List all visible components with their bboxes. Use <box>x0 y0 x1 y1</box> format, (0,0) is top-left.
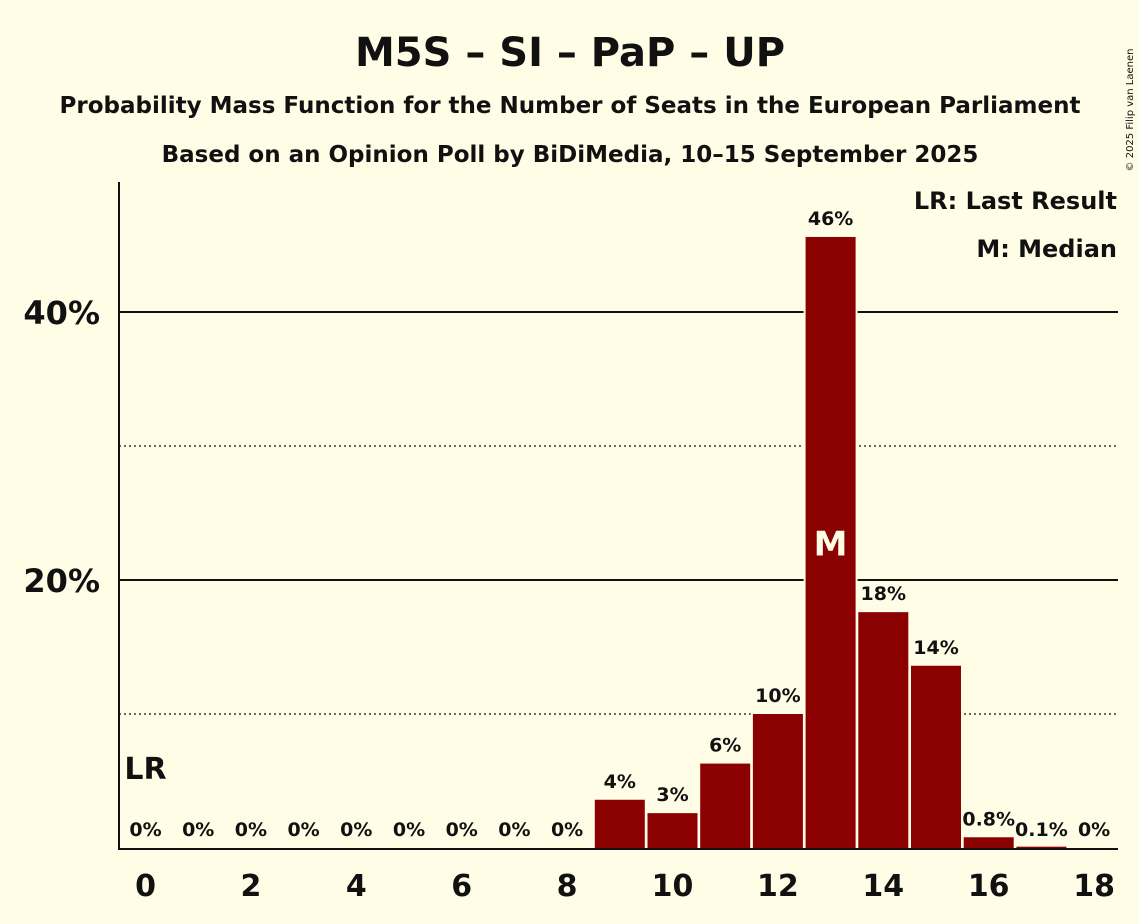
data-label-8: 0% <box>551 819 583 841</box>
gridlines <box>119 311 1118 715</box>
x-tick-label-12: 12 <box>757 869 799 904</box>
x-tick-label-14: 14 <box>862 869 904 904</box>
bar-14 <box>858 612 909 848</box>
chart-subtitle-source: Based on an Opinion Poll by BiDiMedia, 1… <box>162 142 979 168</box>
data-label-7: 0% <box>498 819 530 841</box>
x-tick-label-16: 16 <box>968 869 1010 904</box>
bar-13 <box>805 236 856 848</box>
x-tick-label-10: 10 <box>652 869 694 904</box>
y-tick-label-1: 40% <box>23 294 100 332</box>
median-marker: M <box>814 524 848 564</box>
data-label-12: 10% <box>755 685 800 707</box>
bar-15 <box>911 665 961 848</box>
x-tick-label-8: 8 <box>557 869 578 904</box>
data-label-13: 46% <box>808 208 853 230</box>
data-label-11: 6% <box>709 735 741 757</box>
last-result-marker: LR <box>124 752 166 787</box>
data-label-9: 4% <box>604 771 636 793</box>
x-tick-label-0: 0 <box>135 869 156 904</box>
y-axis-ticks: 20% 40% <box>23 294 100 600</box>
y-tick-label-0: 20% <box>23 562 100 600</box>
bars <box>592 234 1069 848</box>
data-label-6: 0% <box>446 819 478 841</box>
data-label-4: 0% <box>340 819 372 841</box>
data-label-1: 0% <box>182 819 214 841</box>
data-label-5: 0% <box>393 819 425 841</box>
data-label-10: 3% <box>656 784 688 806</box>
data-label-15: 14% <box>913 637 958 659</box>
bar-10 <box>647 813 698 848</box>
x-axis-ticks: 0 2 4 6 8 10 12 14 16 18 <box>135 869 1115 904</box>
data-label-14: 18% <box>861 583 906 605</box>
x-tick-label-6: 6 <box>451 869 472 904</box>
bar-9 <box>594 799 645 848</box>
data-label-0: 0% <box>129 819 161 841</box>
x-tick-label-4: 4 <box>346 869 367 904</box>
bar-16 <box>963 837 1014 848</box>
data-label-2: 0% <box>235 819 267 841</box>
bar-11 <box>700 763 751 848</box>
data-labels: 0% 0% 0% 0% 0% 0% 0% 0% 0% 4% 3% 6% 10% 46% 18% 14% 0.8%… <box>124 208 1110 841</box>
x-tick-label-2: 2 <box>240 869 261 904</box>
bar-gap-17 <box>1014 844 1069 848</box>
legend-last-result: LR: Last Result <box>914 187 1117 215</box>
bar-17 <box>1016 846 1067 848</box>
data-label-16: 0.8% <box>962 808 1015 830</box>
data-label-17: 0.1% <box>1015 819 1068 841</box>
x-tick-label-18: 18 <box>1073 869 1115 904</box>
chart-subtitle: Probability Mass Function for the Number… <box>60 93 1081 119</box>
bar-12 <box>752 714 803 848</box>
chart-title: M5S – SI – PaP – UP <box>355 30 785 76</box>
data-label-3: 0% <box>287 819 319 841</box>
legend-median: M: Median <box>976 235 1117 263</box>
data-label-18: 0% <box>1078 819 1110 841</box>
copyright-text: © 2025 Filip van Laenen <box>1125 49 1136 172</box>
